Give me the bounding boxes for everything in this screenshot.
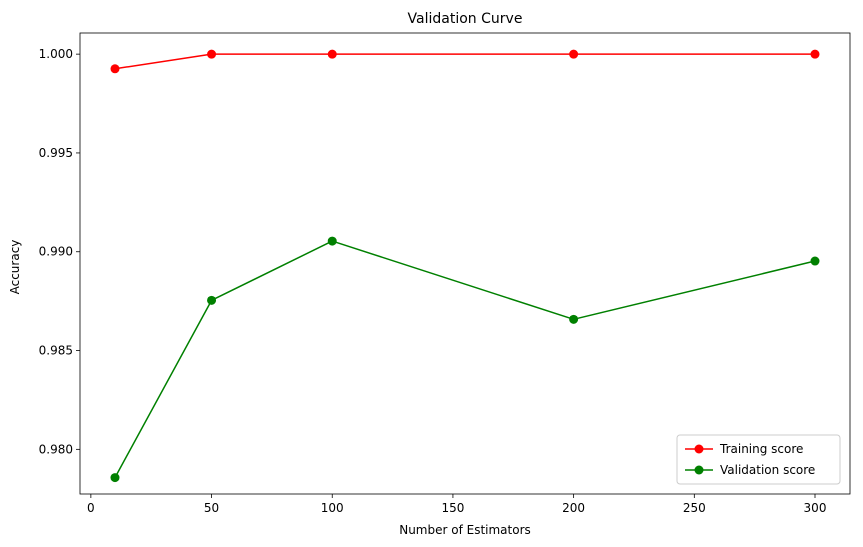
x-tick-label: 300 [804,501,827,515]
x-axis-label: Number of Estimators [399,523,531,537]
legend-marker [694,444,704,454]
legend-label: Validation score [720,463,815,477]
data-point [327,236,337,246]
y-tick-label: 0.995 [39,146,73,160]
x-tick-label: 250 [683,501,706,515]
data-point [569,314,579,324]
y-tick-label: 0.980 [39,442,73,456]
chart-title: Validation Curve [408,11,523,27]
data-point [810,49,820,59]
legend: Training score Validation score [676,434,841,485]
y-axis-label: Accuracy [8,240,22,295]
plot-frame [79,32,851,495]
y-tick-label: 0.990 [39,245,73,259]
x-tick-label: 100 [321,501,344,515]
legend-marker [694,465,704,475]
data-point [207,49,217,59]
y-tick-label: 1.000 [39,47,73,61]
legend-label: Training score [719,442,803,456]
data-point [327,49,337,59]
data-point [110,473,120,483]
legend-box [676,434,841,485]
x-tick-label: 0 [87,501,95,515]
x-tick-label: 150 [441,501,464,515]
data-point [110,64,120,74]
x-tick-label: 50 [204,501,219,515]
data-point [569,49,579,59]
y-tick-label: 0.985 [39,344,73,358]
data-point [207,295,217,305]
plot-area: 0 50 100 150 200 250 300 0.980 0.985 0.990 0.995 1.… [39,32,851,515]
x-tick-label: 200 [562,501,585,515]
data-point [810,256,820,266]
